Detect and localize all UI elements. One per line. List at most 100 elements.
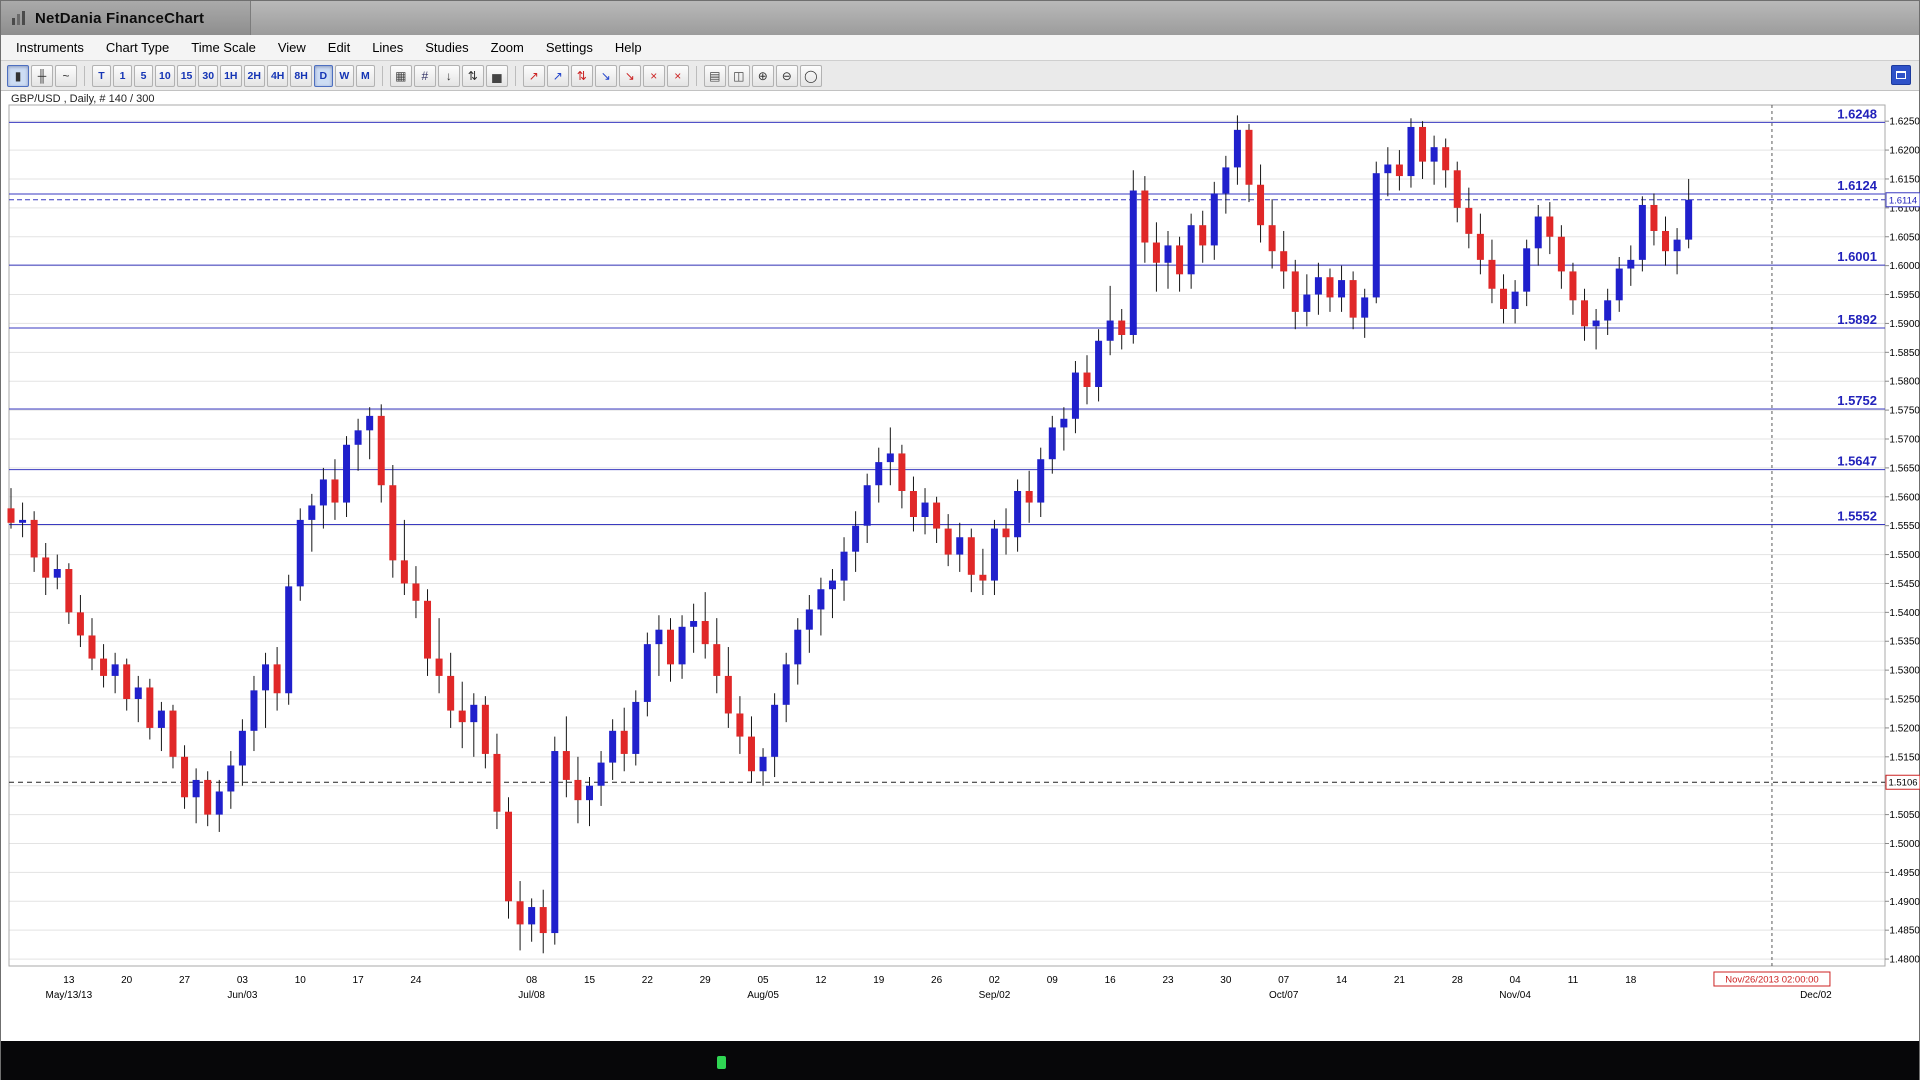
svg-text:Jun/03: Jun/03 <box>227 990 257 1001</box>
timeframe-d-button[interactable]: D <box>313 64 333 87</box>
timeframe-w-button[interactable]: W <box>334 64 354 87</box>
svg-text:1.6114: 1.6114 <box>1889 195 1917 206</box>
zoom-reset-icon[interactable]: ◯ <box>799 64 822 87</box>
svg-text:1.5150: 1.5150 <box>1889 752 1920 763</box>
delete-all-lines-icon[interactable]: × <box>666 64 689 87</box>
svg-text:1.5900: 1.5900 <box>1889 319 1920 330</box>
timeframe-5-button[interactable]: 5 <box>134 64 153 87</box>
timeframe-t-button[interactable]: T <box>92 64 111 87</box>
candlestick-chart-icon[interactable]: ▮ <box>7 64 29 87</box>
svg-text:1.5950: 1.5950 <box>1889 290 1920 301</box>
trendline-blue-icon[interactable]: ↗ <box>546 64 569 87</box>
fibonacci-icon[interactable]: ↘ <box>594 64 617 87</box>
price-level-label: 1.5647 <box>1837 454 1877 469</box>
svg-text:27: 27 <box>179 975 191 986</box>
menu-studies[interactable]: Studies <box>425 40 469 55</box>
line-chart-icon[interactable]: ~ <box>55 64 77 87</box>
delete-line-icon[interactable]: × <box>642 64 665 87</box>
y-axis[interactable]: 1.6250 1.6200 1.6150 1.6100 1.6050 1.6000 1.59… <box>1885 117 1920 966</box>
menu-lines[interactable]: Lines <box>372 40 404 55</box>
svg-text:1.6250: 1.6250 <box>1889 117 1920 128</box>
svg-text:21: 21 <box>1394 975 1406 986</box>
svg-text:19: 19 <box>873 975 885 986</box>
channel-icon[interactable]: ⇅ <box>570 64 593 87</box>
svg-text:1.5500: 1.5500 <box>1889 550 1920 561</box>
svg-text:1.5850: 1.5850 <box>1889 348 1920 359</box>
svg-text:09: 09 <box>1047 975 1059 986</box>
svg-text:1.4800: 1.4800 <box>1889 955 1920 966</box>
window-title: NetDania FinanceChart <box>35 9 205 27</box>
remove-drawing-icon[interactable]: ↘ <box>618 64 641 87</box>
timeframe-8h-button[interactable]: 8H <box>290 64 312 87</box>
menu-view[interactable]: View <box>277 40 306 55</box>
timeframe-10-button[interactable]: 10 <box>155 64 175 87</box>
chart-area: GBP/USD , Daily, # 140 / 300 1.6250 1.620… <box>1 91 1920 1041</box>
menu-settings[interactable]: Settings <box>545 40 593 55</box>
compare-symbols-icon[interactable]: ⇅ <box>461 64 484 87</box>
svg-text:Dec/02: Dec/02 <box>1800 990 1832 1001</box>
svg-text:May/13/13: May/13/13 <box>45 990 92 1001</box>
svg-text:14: 14 <box>1336 975 1348 986</box>
timeframe-1-button[interactable]: 1 <box>113 64 132 87</box>
svg-text:1.6000: 1.6000 <box>1889 261 1920 272</box>
trendline-icon[interactable]: ↗ <box>522 64 545 87</box>
volume-study-icon[interactable]: ▅ <box>485 64 508 87</box>
menu-zoom[interactable]: Zoom <box>490 40 524 55</box>
svg-text:1.5050: 1.5050 <box>1889 810 1920 821</box>
svg-text:1.5000: 1.5000 <box>1889 839 1920 850</box>
timeframe-1h-button[interactable]: 1H <box>220 64 242 87</box>
svg-text:Aug/05: Aug/05 <box>747 990 779 1001</box>
menu-chart-type[interactable]: Chart Type <box>105 40 170 55</box>
svg-text:28: 28 <box>1452 975 1464 986</box>
grid-layer <box>8 104 1886 967</box>
svg-text:1.4900: 1.4900 <box>1889 897 1920 908</box>
x-axis[interactable]: 13 20 27 03 10 17 24 08 15 22 29 05 12 19 26 02 09 16 23 30… <box>45 975 1832 1001</box>
svg-text:1.6100: 1.6100 <box>1889 203 1920 214</box>
svg-text:26: 26 <box>931 975 943 986</box>
hash-icon[interactable]: # <box>413 64 436 87</box>
svg-text:05: 05 <box>757 975 769 986</box>
zoom-out-icon[interactable]: ⊖ <box>775 64 798 87</box>
toolbar-separator <box>381 65 383 86</box>
svg-text:1.5350: 1.5350 <box>1889 637 1920 648</box>
print-icon[interactable]: ▤ <box>703 64 726 87</box>
bar-chart-icon[interactable]: ╫ <box>31 64 53 87</box>
zoom-in-icon[interactable]: ⊕ <box>751 64 774 87</box>
svg-text:Jul/08: Jul/08 <box>518 990 545 1001</box>
timeframe-4h-button[interactable]: 4H <box>266 64 289 87</box>
candles-layer <box>7 115 1693 954</box>
crosshair-time-label <box>1713 971 1831 987</box>
svg-text:08: 08 <box>526 975 538 986</box>
price-level-lines[interactable]: 1.6248 1.6124 1.6001 1.5892 1.5752 1.5647 1.55… <box>9 106 1885 783</box>
menu-time-scale[interactable]: Time Scale <box>191 40 256 55</box>
data-window-icon[interactable]: ↓ <box>437 64 460 87</box>
timeframe-m-button[interactable]: M <box>355 64 375 87</box>
menu-edit[interactable]: Edit <box>327 40 351 55</box>
timeframe-15-button[interactable]: 15 <box>176 64 197 87</box>
print-preview-icon[interactable]: ◫ <box>727 64 750 87</box>
svg-text:1.5700: 1.5700 <box>1889 434 1920 445</box>
svg-text:13: 13 <box>63 975 75 986</box>
menu-instruments[interactable]: Instruments <box>16 40 84 55</box>
svg-text:1.4950: 1.4950 <box>1889 868 1920 879</box>
chart-canvas[interactable]: 1.6250 1.6200 1.6150 1.6100 1.6050 1.6000 1.59… <box>1 91 1920 1036</box>
price-level-label: 1.6248 <box>1837 106 1877 121</box>
price-level-label: 1.5892 <box>1837 312 1877 327</box>
menu-help[interactable]: Help <box>614 40 642 55</box>
status-indicator <box>717 1056 726 1069</box>
toolbar-separator <box>695 65 697 86</box>
svg-text:1.6050: 1.6050 <box>1889 232 1920 243</box>
chart-window-button[interactable] <box>1891 65 1911 85</box>
svg-text:1.6200: 1.6200 <box>1889 146 1920 157</box>
timeframe-2h-button[interactable]: 2H <box>243 64 265 87</box>
toolbar-separator <box>84 65 85 86</box>
svg-text:1.5300: 1.5300 <box>1889 666 1920 677</box>
timeframe-30-button[interactable]: 30 <box>198 64 219 87</box>
grid-layout-icon[interactable]: ▦ <box>389 64 412 87</box>
svg-text:1.5450: 1.5450 <box>1889 579 1920 590</box>
svg-text:1.5400: 1.5400 <box>1889 608 1920 619</box>
svg-text:1.5650: 1.5650 <box>1889 463 1920 474</box>
svg-text:03: 03 <box>237 975 249 986</box>
svg-text:Oct/07: Oct/07 <box>1269 990 1299 1001</box>
